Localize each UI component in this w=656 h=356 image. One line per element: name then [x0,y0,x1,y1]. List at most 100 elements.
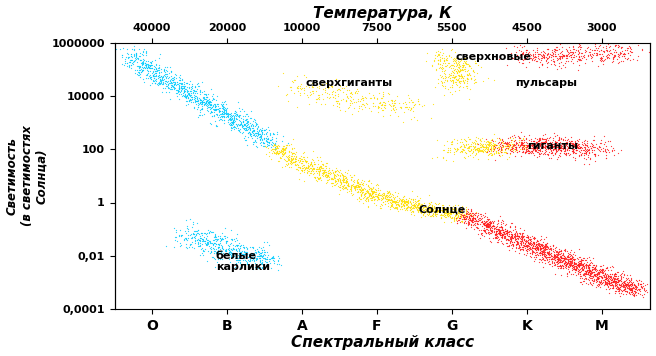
Point [346,177,356,182]
Point [422,206,433,212]
Point [537,250,548,255]
Point [260,127,270,132]
Point [129,58,139,64]
Point [331,171,342,176]
Point [567,253,577,259]
Point [306,163,317,169]
Point [567,49,577,55]
Point [570,262,581,267]
Point [313,162,323,167]
Point [333,93,343,99]
Point [312,155,323,160]
Point [532,58,543,64]
Point [304,89,315,95]
Point [522,240,533,246]
Point [531,252,541,257]
Point [592,145,602,151]
Point [189,234,199,240]
Point [533,256,544,262]
Point [155,73,166,79]
Point [614,52,625,58]
Point [226,114,236,120]
Point [482,224,492,230]
Point [552,251,563,257]
Point [609,52,620,57]
Point [456,143,466,149]
Point [568,148,579,154]
Point [427,202,438,208]
Point [529,138,539,144]
Point [241,258,251,264]
Point [196,235,207,241]
Point [543,251,554,256]
Point [306,166,317,172]
Point [490,157,501,163]
Point [553,56,564,62]
Point [459,79,470,84]
Point [558,141,569,147]
Point [576,260,586,265]
Point [470,142,481,147]
Point [550,140,561,146]
Point [234,257,245,263]
Point [569,143,579,149]
Point [540,247,550,252]
Point [591,141,602,147]
Point [238,242,249,248]
Point [377,190,388,196]
Point [399,199,409,205]
Point [546,257,556,262]
Point [544,254,554,260]
Point [217,256,228,262]
Point [358,195,368,201]
Point [542,243,552,249]
Point [219,235,230,241]
Point [604,149,615,155]
Point [562,254,572,260]
Point [417,206,427,211]
Point [440,77,450,83]
Point [518,244,528,250]
Point [517,146,527,152]
Point [602,147,613,153]
Point [556,53,567,58]
Point [159,72,169,78]
Point [566,258,577,264]
Point [387,197,398,203]
Point [530,242,541,247]
Point [359,194,369,200]
Point [310,88,321,94]
Point [587,269,598,275]
Point [461,138,471,144]
Point [178,89,189,94]
Point [275,155,285,161]
Point [134,64,145,70]
Point [466,213,476,219]
Point [400,100,411,105]
Point [539,143,550,148]
Point [539,253,549,259]
Point [486,139,497,145]
Point [255,258,265,264]
Point [410,101,420,107]
Point [611,273,621,279]
Point [452,218,462,224]
Point [247,126,257,131]
Point [537,252,548,258]
Point [596,47,606,53]
Point [581,261,591,267]
Point [551,147,562,153]
Point [545,250,556,256]
Point [535,243,545,248]
Point [487,219,498,225]
Point [379,193,389,198]
Point [462,75,472,80]
Point [544,247,555,252]
Point [439,210,449,216]
Point [438,55,449,61]
Point [168,78,178,83]
Point [386,107,396,112]
Point [382,198,393,204]
Point [148,72,158,78]
Point [615,293,625,299]
